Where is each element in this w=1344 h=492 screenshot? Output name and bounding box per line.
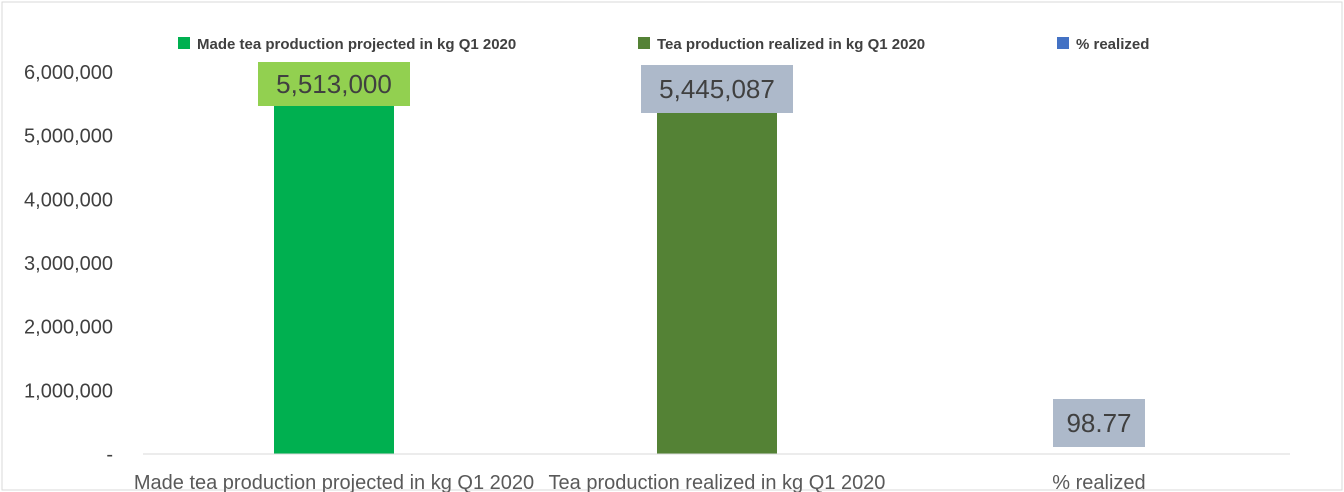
legend-swatch: [178, 37, 190, 49]
y-tick-label: 5,000,000: [24, 126, 113, 148]
data-label-text: 98.77: [1066, 408, 1131, 438]
legend-entry: Made tea production projected in kg Q1 2…: [178, 36, 516, 53]
legend: Made tea production projected in kg Q1 2…: [178, 36, 1149, 53]
y-axis-ticks: - 1,000,000 2,000,000 3,000,000 4,000,000 5,0…: [24, 62, 113, 466]
x-tick-label: Made tea production projected in kg Q1 2…: [134, 472, 534, 492]
y-tick-label: -: [106, 444, 113, 466]
legend-entry: Tea production realized in kg Q1 2020: [638, 36, 925, 53]
bar: [274, 103, 394, 454]
data-labels: 5,513,000 5,445,087 98.77: [258, 62, 1145, 447]
bars: [274, 103, 1159, 454]
legend-label: Made tea production projected in kg Q1 2…: [197, 36, 516, 53]
legend-label: Tea production realized in kg Q1 2020: [657, 36, 925, 53]
x-tick-label: % realized: [1052, 472, 1145, 492]
y-tick-label: 2,000,000: [24, 317, 113, 339]
x-tick-label: Tea production realized in kg Q1 2020: [549, 472, 886, 492]
data-label: 98.77: [1053, 399, 1145, 447]
x-axis-ticks: Made tea production projected in kg Q1 2…: [134, 472, 1146, 492]
y-tick-label: 1,000,000: [24, 380, 113, 402]
data-label-text: 5,445,087: [659, 74, 775, 104]
legend-swatch: [1057, 37, 1069, 49]
legend-entry: % realized: [1057, 36, 1149, 53]
bar: [657, 107, 777, 454]
y-tick-label: 4,000,000: [24, 189, 113, 211]
data-label-text: 5,513,000: [276, 69, 392, 99]
legend-swatch: [638, 37, 650, 49]
data-label-box: [258, 62, 410, 106]
data-label: 5,513,000: [258, 62, 410, 106]
y-tick-label: 3,000,000: [24, 253, 113, 275]
data-label-box: [1053, 399, 1145, 447]
legend-label: % realized: [1076, 36, 1149, 53]
y-tick-label: 6,000,000: [24, 62, 113, 84]
data-label: 5,445,087: [641, 65, 793, 113]
data-label-box: [641, 65, 793, 113]
